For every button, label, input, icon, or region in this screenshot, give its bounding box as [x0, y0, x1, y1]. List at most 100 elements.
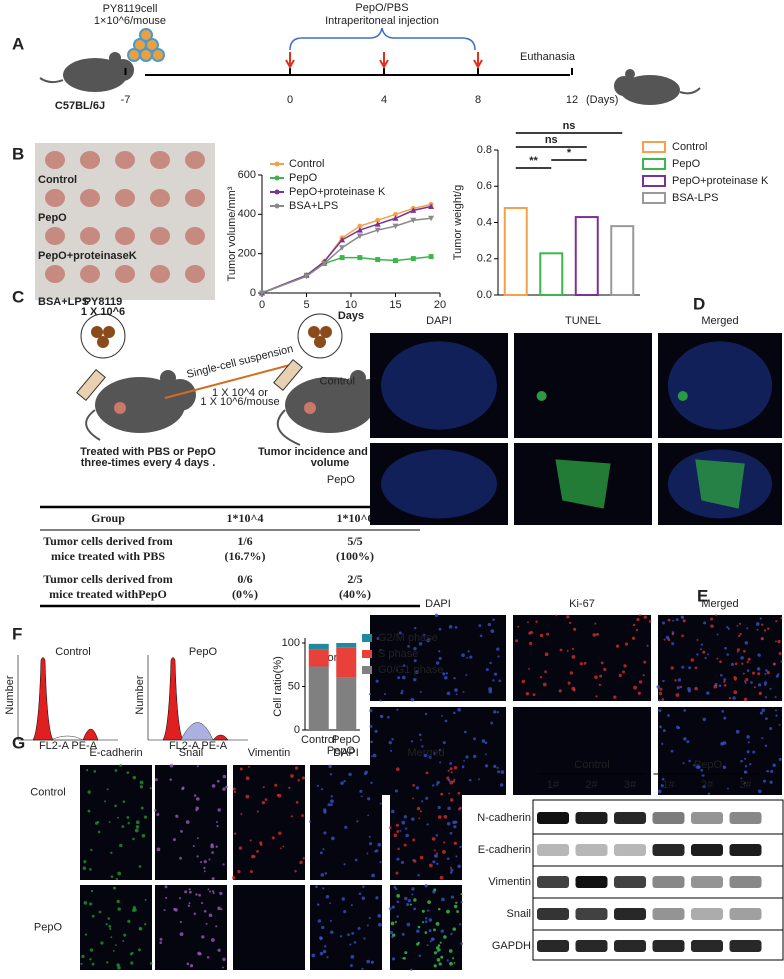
- nucleus: [751, 671, 756, 675]
- nucleus: [315, 885, 318, 889]
- nucleus: [225, 785, 228, 789]
- nucleus: [658, 699, 661, 702]
- nucleus: [104, 800, 107, 803]
- nucleus: [413, 907, 417, 911]
- nucleus: [415, 786, 420, 790]
- nucleus: [454, 820, 458, 824]
- y-tick-label: 400: [238, 208, 256, 220]
- nucleus: [716, 633, 719, 636]
- label: Euthanasia: [520, 51, 576, 63]
- tunel-signal: [695, 459, 745, 509]
- nucleus: [324, 872, 328, 875]
- nucleus: [674, 679, 677, 682]
- s-phase: [180, 722, 214, 741]
- channel-label: Vimentin: [248, 747, 291, 759]
- y-tick-label: 0.8: [477, 144, 492, 156]
- nucleus: [775, 640, 777, 643]
- mouse-icon: [614, 69, 701, 105]
- nucleus: [179, 920, 183, 924]
- tumor: [45, 227, 65, 245]
- nucleus: [421, 745, 424, 748]
- nucleus: [83, 901, 88, 905]
- nucleus: [746, 669, 750, 672]
- nucleus: [497, 655, 500, 658]
- nucleus: [603, 667, 607, 672]
- nucleus: [703, 621, 707, 625]
- nucleus: [451, 957, 455, 960]
- nucleus: [116, 963, 120, 967]
- nucleus: [532, 693, 536, 697]
- nucleus: [429, 940, 432, 943]
- nucleus: [143, 923, 147, 926]
- point: [374, 221, 381, 227]
- nucleus: [233, 790, 237, 794]
- nucleus: [116, 816, 119, 819]
- y-tick-label: 0.6: [477, 180, 492, 192]
- band: [537, 812, 569, 824]
- nucleus: [442, 849, 446, 854]
- nucleus: [323, 831, 327, 835]
- nucleus: [192, 845, 195, 848]
- nucleus: [749, 762, 752, 766]
- nucleus: [558, 689, 562, 693]
- legend-swatch: [642, 175, 666, 187]
- nucleus: [428, 863, 433, 868]
- nucleus: [438, 627, 442, 631]
- tumor: [45, 151, 65, 169]
- nucleus: [107, 917, 111, 920]
- nucleus: [759, 617, 762, 620]
- legend-label: Control: [672, 141, 707, 153]
- nucleus: [208, 913, 213, 918]
- nucleus: [631, 636, 636, 640]
- nucleus: [417, 941, 420, 944]
- nucleus: [87, 809, 91, 813]
- table-header: Group: [91, 511, 125, 525]
- cell-cluster: [127, 28, 165, 62]
- nucleus: [256, 810, 259, 813]
- injection-arrow: [473, 52, 483, 70]
- nucleus: [424, 931, 428, 934]
- nucleus: [479, 634, 483, 638]
- nucleus: [395, 823, 399, 827]
- nucleus: [251, 854, 255, 859]
- nucleus: [259, 841, 263, 845]
- nucleus: [238, 846, 243, 850]
- nucleus: [418, 733, 422, 737]
- nucleus: [683, 709, 687, 712]
- nucleus: [764, 672, 767, 675]
- nucleus: [438, 656, 442, 661]
- table-cell: (100%): [336, 549, 374, 563]
- nucleus: [294, 766, 299, 770]
- nucleus: [219, 891, 223, 896]
- nucleus: [404, 896, 408, 901]
- nucleus: [374, 729, 378, 733]
- histogram-title: Control: [55, 646, 90, 658]
- nucleus: [187, 904, 191, 908]
- nucleus: [661, 742, 664, 746]
- nucleus: [772, 662, 776, 666]
- panel-label: F: [12, 624, 22, 643]
- nucleus: [329, 803, 333, 807]
- nucleus: [494, 672, 498, 676]
- nucleus: [330, 799, 334, 803]
- nucleus: [369, 709, 373, 713]
- nucleus: [348, 772, 352, 777]
- nucleus: [446, 857, 450, 860]
- micrograph: [658, 707, 782, 795]
- micrograph: [310, 885, 382, 970]
- nucleus: [362, 885, 365, 889]
- nucleus: [769, 687, 772, 690]
- nucleus: [639, 614, 642, 617]
- nucleus: [740, 777, 743, 780]
- tumor: [80, 151, 100, 169]
- channel-label: Merged: [407, 747, 444, 759]
- nucleus: [222, 863, 225, 866]
- nucleus: [156, 847, 161, 852]
- nucleus: [397, 847, 400, 851]
- nucleus: [679, 685, 683, 689]
- nucleus: [388, 907, 392, 911]
- nucleus: [210, 938, 215, 942]
- nucleus: [436, 957, 441, 962]
- nucleus: [396, 708, 399, 711]
- nucleus: [113, 886, 117, 890]
